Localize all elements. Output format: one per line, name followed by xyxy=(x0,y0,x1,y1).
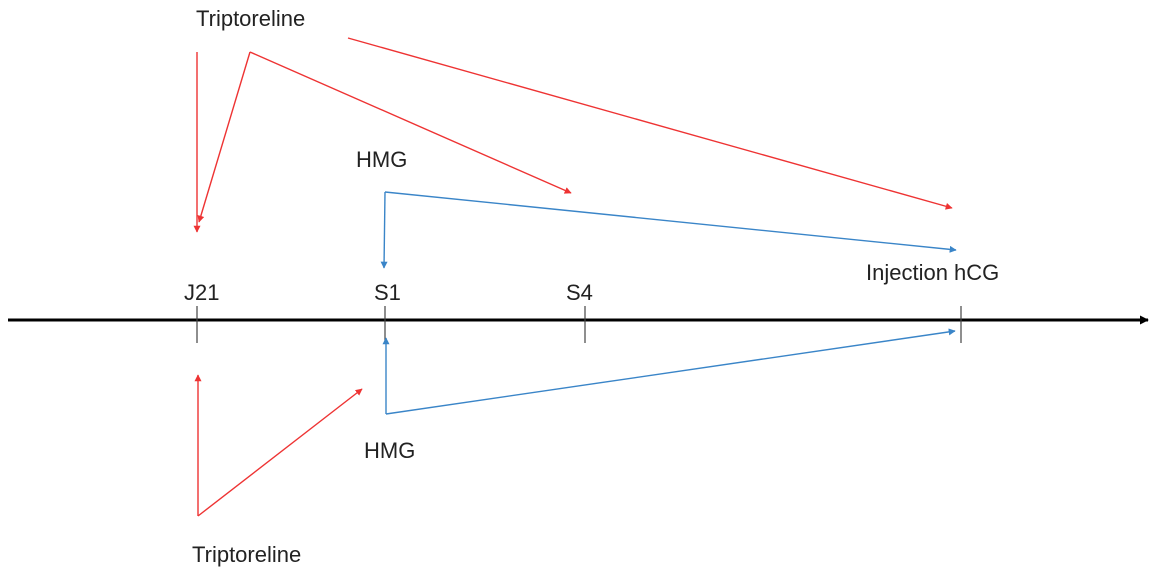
triptoreline-bottom-label: Triptoreline xyxy=(192,542,301,567)
hmg-top-arrow-to-hcg xyxy=(384,191,957,253)
triptoreline-top-label: Triptoreline xyxy=(196,6,305,31)
triptoreline-top-arrow-to-j21-diagonal xyxy=(197,51,251,223)
triptoreline-top-arrow-to-hcg xyxy=(347,37,953,210)
marker-label-j21: J21 xyxy=(184,280,219,305)
triptoreline-bottom-arrow-to-s1 xyxy=(197,388,363,517)
hmg-bottom-arrow-to-hcg xyxy=(385,328,956,415)
marker-label-hcg: Injection hCG xyxy=(866,260,999,285)
hmg-top-label: HMG xyxy=(356,147,407,172)
triptoreline-top-arrow-to-s4 xyxy=(249,51,572,194)
marker-label-s4: S4 xyxy=(566,280,593,305)
hmg-top-arrow-to-s1 xyxy=(380,191,388,269)
hmg-bottom-label: HMG xyxy=(364,438,415,463)
marker-label-s1: S1 xyxy=(374,280,401,305)
